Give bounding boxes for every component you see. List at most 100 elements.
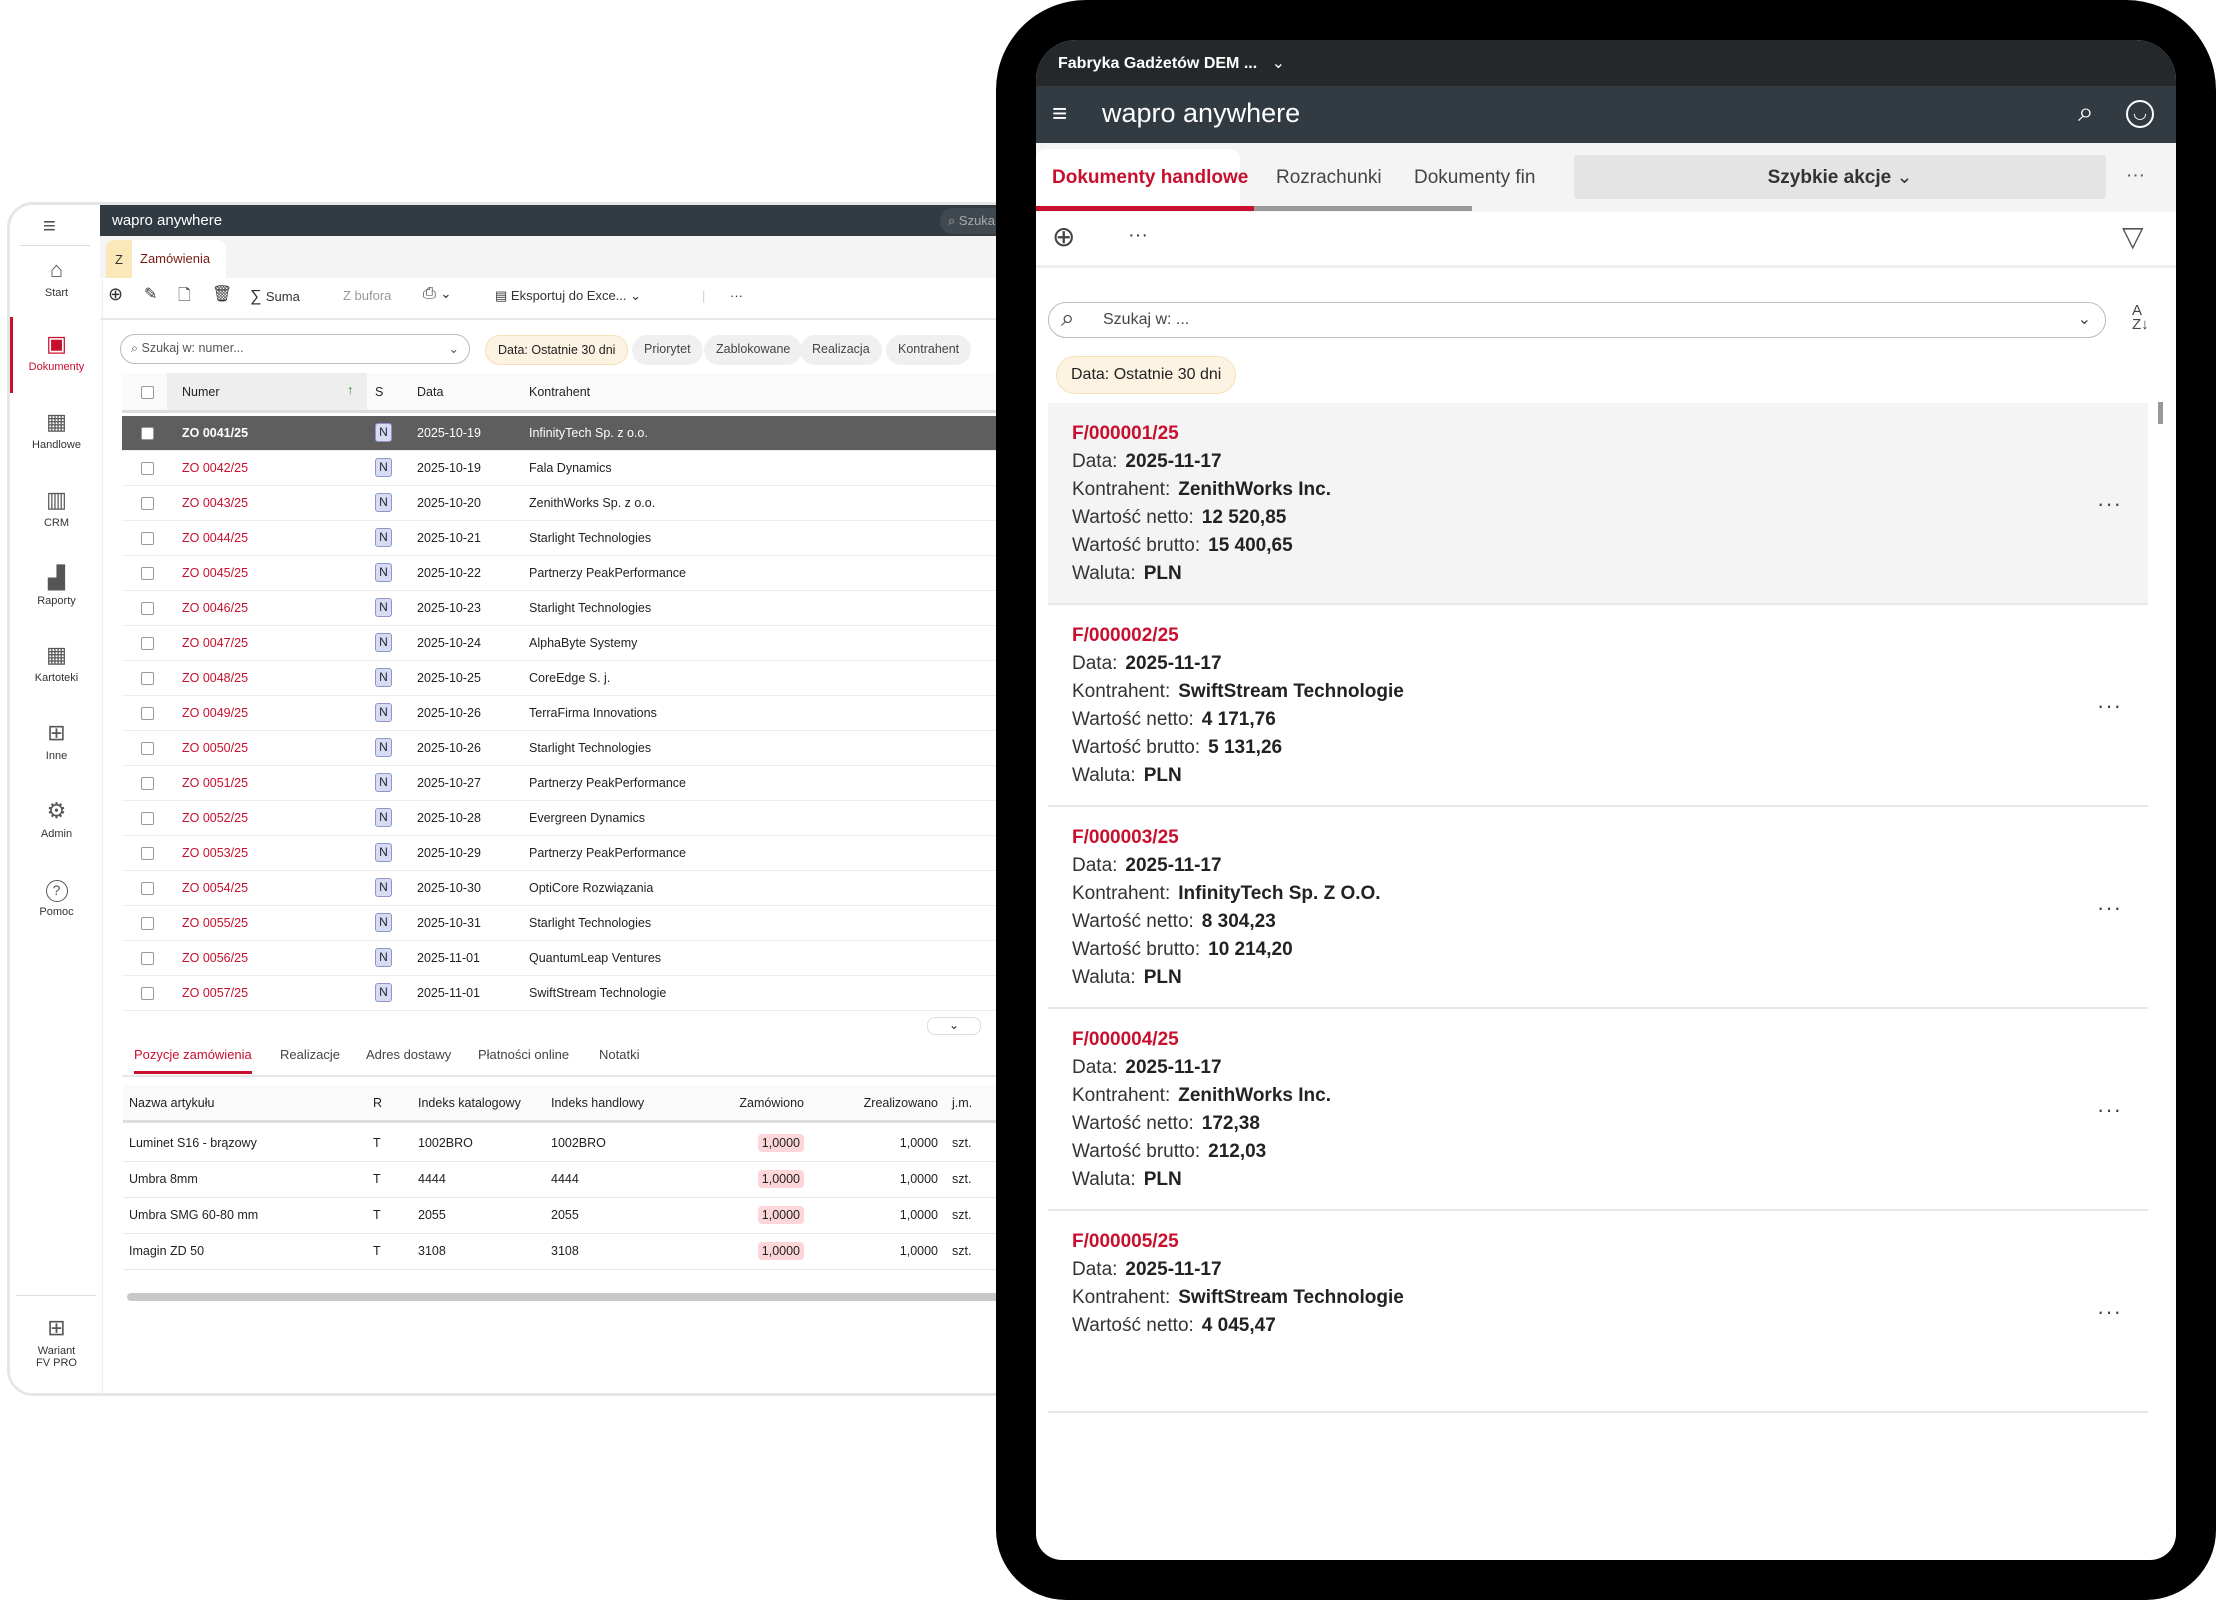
- tab-zamowienia[interactable]: Z Zamówienia: [106, 240, 226, 278]
- search-input[interactable]: ⌕ Szukaj w: numer... ⌄: [120, 334, 470, 364]
- document-card[interactable]: F/000002/25 Data: 2025-11-17 Kontrahent: Swi…: [1048, 605, 2148, 807]
- sort-az-icon[interactable]: A Z↓: [2132, 302, 2149, 333]
- filter-chip[interactable]: Kontrahent: [886, 335, 972, 365]
- tab-realizacje[interactable]: Realizacje: [280, 1047, 340, 1062]
- row-checkbox[interactable]: [141, 917, 154, 930]
- document-number[interactable]: F/000005/25: [1072, 1231, 1179, 1252]
- quick-actions-button[interactable]: Szybkie akcje ⌄: [1574, 155, 2106, 199]
- row-checkbox[interactable]: [141, 427, 154, 440]
- row-checkbox[interactable]: [141, 812, 154, 825]
- table-row[interactable]: ZO 0057/25 N 2025-11-01 SwiftStream Technol…: [122, 976, 1004, 1011]
- row-checkbox[interactable]: [141, 882, 154, 895]
- suma-button[interactable]: ∑ Suma: [250, 288, 300, 306]
- column-s[interactable]: S: [375, 385, 384, 399]
- sort-asc-icon[interactable]: ↑: [347, 383, 354, 397]
- more-icon[interactable]: ···: [2126, 165, 2145, 186]
- table-row[interactable]: ZO 0055/25 N 2025-10-31 Starlight Technolog…: [122, 906, 1004, 941]
- more-icon[interactable]: ···: [2097, 1097, 2122, 1122]
- table-row[interactable]: ZO 0048/25 N 2025-10-25 CoreEdge S. j.: [122, 661, 1004, 696]
- order-number[interactable]: ZO 0053/25: [182, 846, 249, 860]
- horizontal-scrollbar[interactable]: [127, 1293, 1004, 1301]
- company-selector[interactable]: Fabryka Gadżetów DEM ... ⌄: [1036, 40, 2176, 86]
- tab-płatności-online[interactable]: Płatności online: [478, 1047, 570, 1062]
- column-header[interactable]: Nazwa artykułu: [129, 1096, 215, 1110]
- table-row[interactable]: ZO 0043/25 N 2025-10-20 ZenithWorks Sp. z o…: [122, 486, 1004, 521]
- order-number[interactable]: ZO 0044/25: [182, 531, 249, 545]
- row-checkbox[interactable]: [141, 987, 154, 1000]
- row-checkbox[interactable]: [141, 497, 154, 510]
- export-excel-button[interactable]: ▤ Eksportuj do Exce... ⌄: [495, 288, 642, 303]
- order-number[interactable]: ZO 0056/25: [182, 951, 249, 965]
- order-number[interactable]: ZO 0046/25: [182, 601, 249, 615]
- table-row[interactable]: ZO 0049/25 N 2025-10-26 TerraFirma Innovati…: [122, 696, 1004, 731]
- column-data[interactable]: Data: [417, 385, 444, 399]
- column-header[interactable]: Zrealizowano: [863, 1096, 938, 1110]
- column-header[interactable]: Zamówiono: [739, 1096, 804, 1110]
- document-number[interactable]: F/000004/25: [1072, 1029, 1179, 1050]
- column-header[interactable]: j.m.: [952, 1096, 973, 1110]
- delete-icon[interactable]: 🗑: [212, 286, 233, 303]
- item-row[interactable]: Luminet S16 - brązowy T 1002BRO 1002BRO 1,00…: [123, 1126, 1004, 1162]
- order-number[interactable]: ZO 0057/25: [182, 986, 249, 1000]
- print-icon[interactable]: ⎙ ⌄: [423, 285, 452, 302]
- row-checkbox[interactable]: [141, 602, 154, 615]
- order-number[interactable]: ZO 0054/25: [182, 881, 249, 895]
- table-row[interactable]: ZO 0046/25 N 2025-10-23 Starlight Technolog…: [122, 591, 1004, 626]
- tab-pozycje-zamówienia[interactable]: Pozycje zamówienia: [134, 1047, 252, 1074]
- filter-icon[interactable]: ▽: [2122, 221, 2144, 252]
- order-number[interactable]: ZO 0052/25: [182, 811, 249, 825]
- order-number[interactable]: ZO 0050/25: [182, 741, 249, 755]
- table-row[interactable]: ZO 0052/25 N 2025-10-28 Evergreen Dynamics: [122, 801, 1004, 836]
- column-header[interactable]: R: [373, 1096, 383, 1110]
- order-number[interactable]: ZO 0043/25: [182, 496, 249, 510]
- table-row[interactable]: ZO 0042/25 N 2025-10-19 Fala Dynamics: [122, 451, 1004, 486]
- add-icon[interactable]: ⊕: [108, 284, 124, 304]
- order-number[interactable]: ZO 0049/25: [182, 706, 249, 720]
- item-row[interactable]: Imagin ZD 50 T 3108 3108 1,0000 1,0000 szt.: [123, 1234, 1004, 1270]
- row-checkbox[interactable]: [141, 462, 154, 475]
- more-icon[interactable]: ···: [2097, 895, 2122, 920]
- row-checkbox[interactable]: [141, 532, 154, 545]
- table-row[interactable]: ZO 0044/25 N 2025-10-21 Starlight Technolog…: [122, 521, 1004, 556]
- filter-chip[interactable]: Priorytet: [632, 335, 703, 365]
- table-row[interactable]: ZO 0054/25 N 2025-10-30 OptiCore Rozwiązani…: [122, 871, 1004, 906]
- order-number[interactable]: ZO 0042/25: [182, 461, 249, 475]
- tab-dokumenty-finansowe[interactable]: Dokumenty fin: [1414, 167, 1536, 188]
- add-icon[interactable]: ⊕: [1052, 221, 1076, 252]
- filter-chip[interactable]: Realizacja: [800, 335, 882, 365]
- more-icon[interactable]: ···: [2097, 1299, 2122, 1324]
- order-number[interactable]: ZO 0055/25: [182, 916, 249, 930]
- filter-chip-date[interactable]: Data: Ostatnie 30 dni: [1056, 356, 1237, 394]
- sidebar-item-raporty[interactable]: ▟ Raporty: [10, 565, 103, 607]
- column-header[interactable]: Indeks katalogowy: [418, 1096, 521, 1110]
- document-card[interactable]: F/000005/25 Data: 2025-11-17 Kontrahent: Swi…: [1048, 1211, 2148, 1413]
- tabs-scrollbar[interactable]: [1036, 206, 1472, 211]
- column-kontrahent[interactable]: Kontrahent: [529, 385, 591, 399]
- document-card[interactable]: F/000003/25 Data: 2025-11-17 Kontrahent: Inf…: [1048, 807, 2148, 1009]
- row-checkbox[interactable]: [141, 742, 154, 755]
- filter-chip[interactable]: Zablokowane: [704, 335, 803, 365]
- select-all-checkbox[interactable]: [141, 386, 154, 399]
- table-row[interactable]: ZO 0047/25 N 2025-10-24 AlphaByte Systemy: [122, 626, 1004, 661]
- edit-icon[interactable]: ✎: [144, 286, 158, 303]
- vertical-scrollbar[interactable]: [2158, 402, 2163, 424]
- more-icon[interactable]: ···: [730, 288, 743, 303]
- collapse-chevron-button[interactable]: ⌄: [927, 1017, 981, 1035]
- table-row[interactable]: ZO 0051/25 N 2025-10-27 Partnerzy PeakPerfo…: [122, 766, 1004, 801]
- table-row[interactable]: ZO 0053/25 N 2025-10-29 Partnerzy PeakPerfo…: [122, 836, 1004, 871]
- tab-rozrachunki[interactable]: Rozrachunki: [1276, 167, 1382, 188]
- row-checkbox[interactable]: [141, 777, 154, 790]
- hamburger-menu-icon[interactable]: ≡: [1052, 98, 1068, 128]
- tab-adres-dostawy[interactable]: Adres dostawy: [366, 1047, 452, 1062]
- sidebar-item-admin[interactable]: ⚙ Admin: [10, 798, 103, 840]
- more-icon[interactable]: ···: [2097, 491, 2122, 516]
- document-card[interactable]: F/000004/25 Data: 2025-11-17 Kontrahent: Zen…: [1048, 1009, 2148, 1211]
- more-icon[interactable]: ···: [1128, 224, 1148, 246]
- document-number[interactable]: F/000003/25: [1072, 827, 1179, 848]
- user-profile-icon[interactable]: ◡: [2126, 100, 2154, 128]
- column-numer[interactable]: Numer: [182, 385, 220, 399]
- row-checkbox[interactable]: [141, 637, 154, 650]
- row-checkbox[interactable]: [141, 567, 154, 580]
- column-header[interactable]: Indeks handlowy: [551, 1096, 645, 1110]
- row-checkbox[interactable]: [141, 847, 154, 860]
